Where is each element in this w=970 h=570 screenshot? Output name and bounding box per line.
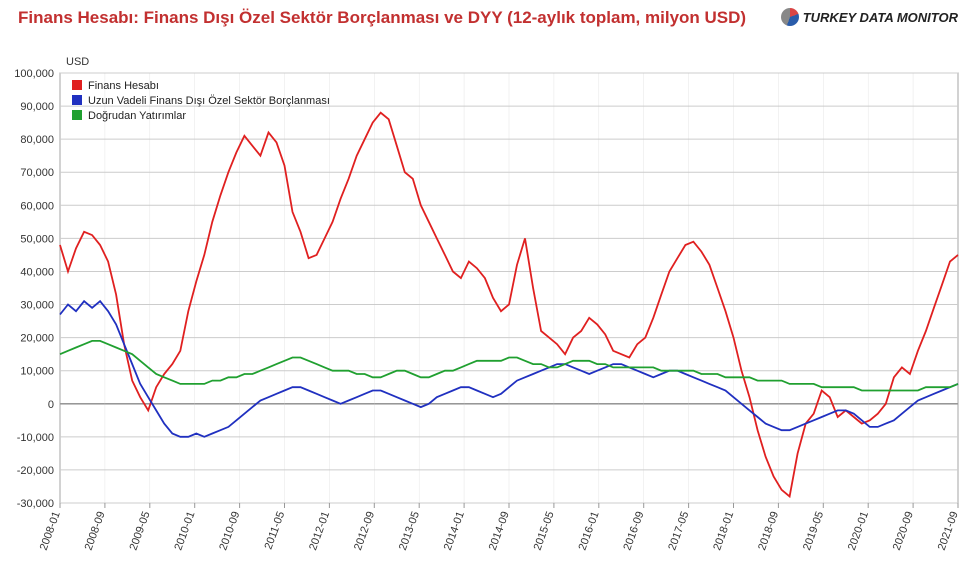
brand-text: TURKEY DATA MONITOR — [803, 10, 958, 25]
svg-text:10,000: 10,000 — [20, 366, 54, 378]
svg-text:70,000: 70,000 — [20, 167, 54, 179]
line-chart: -30,000 -20,000 -10,000 0 10,000 20,000 30,000… — [0, 28, 970, 558]
svg-text:2018-01: 2018-01 — [711, 510, 736, 552]
svg-text:2013-05: 2013-05 — [397, 510, 422, 552]
svg-text:2020-09: 2020-09 — [891, 510, 916, 552]
svg-text:2010-09: 2010-09 — [217, 510, 242, 552]
svg-text:60,000: 60,000 — [20, 200, 54, 212]
chart-title: Finans Hesabı: Finans Dışı Özel Sektör B… — [18, 8, 746, 28]
svg-text:2015-05: 2015-05 — [532, 510, 557, 552]
svg-text:2012-01: 2012-01 — [307, 510, 332, 552]
legend-swatch — [72, 80, 82, 90]
svg-text:-30,000: -30,000 — [17, 498, 54, 510]
svg-text:80,000: 80,000 — [20, 134, 54, 146]
svg-text:2014-01: 2014-01 — [442, 510, 467, 552]
svg-text:2016-09: 2016-09 — [621, 510, 646, 552]
svg-text:2009-05: 2009-05 — [128, 510, 153, 552]
svg-text:2019-05: 2019-05 — [801, 510, 826, 552]
svg-text:40,000: 40,000 — [20, 266, 54, 278]
legend-label: Finans Hesabı — [88, 80, 159, 92]
chart-header: Finans Hesabı: Finans Dışı Özel Sektör B… — [0, 0, 970, 28]
svg-text:2008-01: 2008-01 — [38, 510, 63, 552]
svg-text:20,000: 20,000 — [20, 333, 54, 345]
legend-swatch — [72, 95, 82, 105]
pie-icon — [781, 8, 799, 26]
svg-text:0: 0 — [48, 399, 54, 411]
svg-text:50,000: 50,000 — [20, 233, 54, 245]
svg-text:2012-09: 2012-09 — [352, 510, 377, 552]
svg-text:2010-01: 2010-01 — [172, 510, 197, 552]
brand-logo: TURKEY DATA MONITOR — [781, 8, 958, 26]
svg-text:-10,000: -10,000 — [17, 432, 54, 444]
legend-label: Doğrudan Yatırımlar — [88, 110, 186, 122]
svg-text:2017-05: 2017-05 — [666, 510, 691, 552]
svg-text:2021-09: 2021-09 — [936, 510, 961, 552]
chart-area: -30,000 -20,000 -10,000 0 10,000 20,000 30,000… — [0, 28, 970, 558]
svg-text:2020-01: 2020-01 — [846, 510, 871, 552]
legend-label: Uzun Vadeli Finans Dışı Özel Sektör Borç… — [88, 95, 330, 107]
svg-text:2018-09: 2018-09 — [756, 510, 781, 552]
svg-text:USD: USD — [66, 56, 89, 68]
svg-text:100,000: 100,000 — [14, 68, 54, 80]
svg-text:2014-09: 2014-09 — [487, 510, 512, 552]
svg-text:-20,000: -20,000 — [17, 465, 54, 477]
svg-text:30,000: 30,000 — [20, 300, 54, 312]
svg-text:2008-09: 2008-09 — [83, 510, 108, 552]
svg-text:2011-05: 2011-05 — [263, 510, 288, 551]
svg-text:90,000: 90,000 — [20, 101, 54, 113]
svg-text:2016-01: 2016-01 — [577, 510, 602, 552]
legend-swatch — [72, 110, 82, 120]
